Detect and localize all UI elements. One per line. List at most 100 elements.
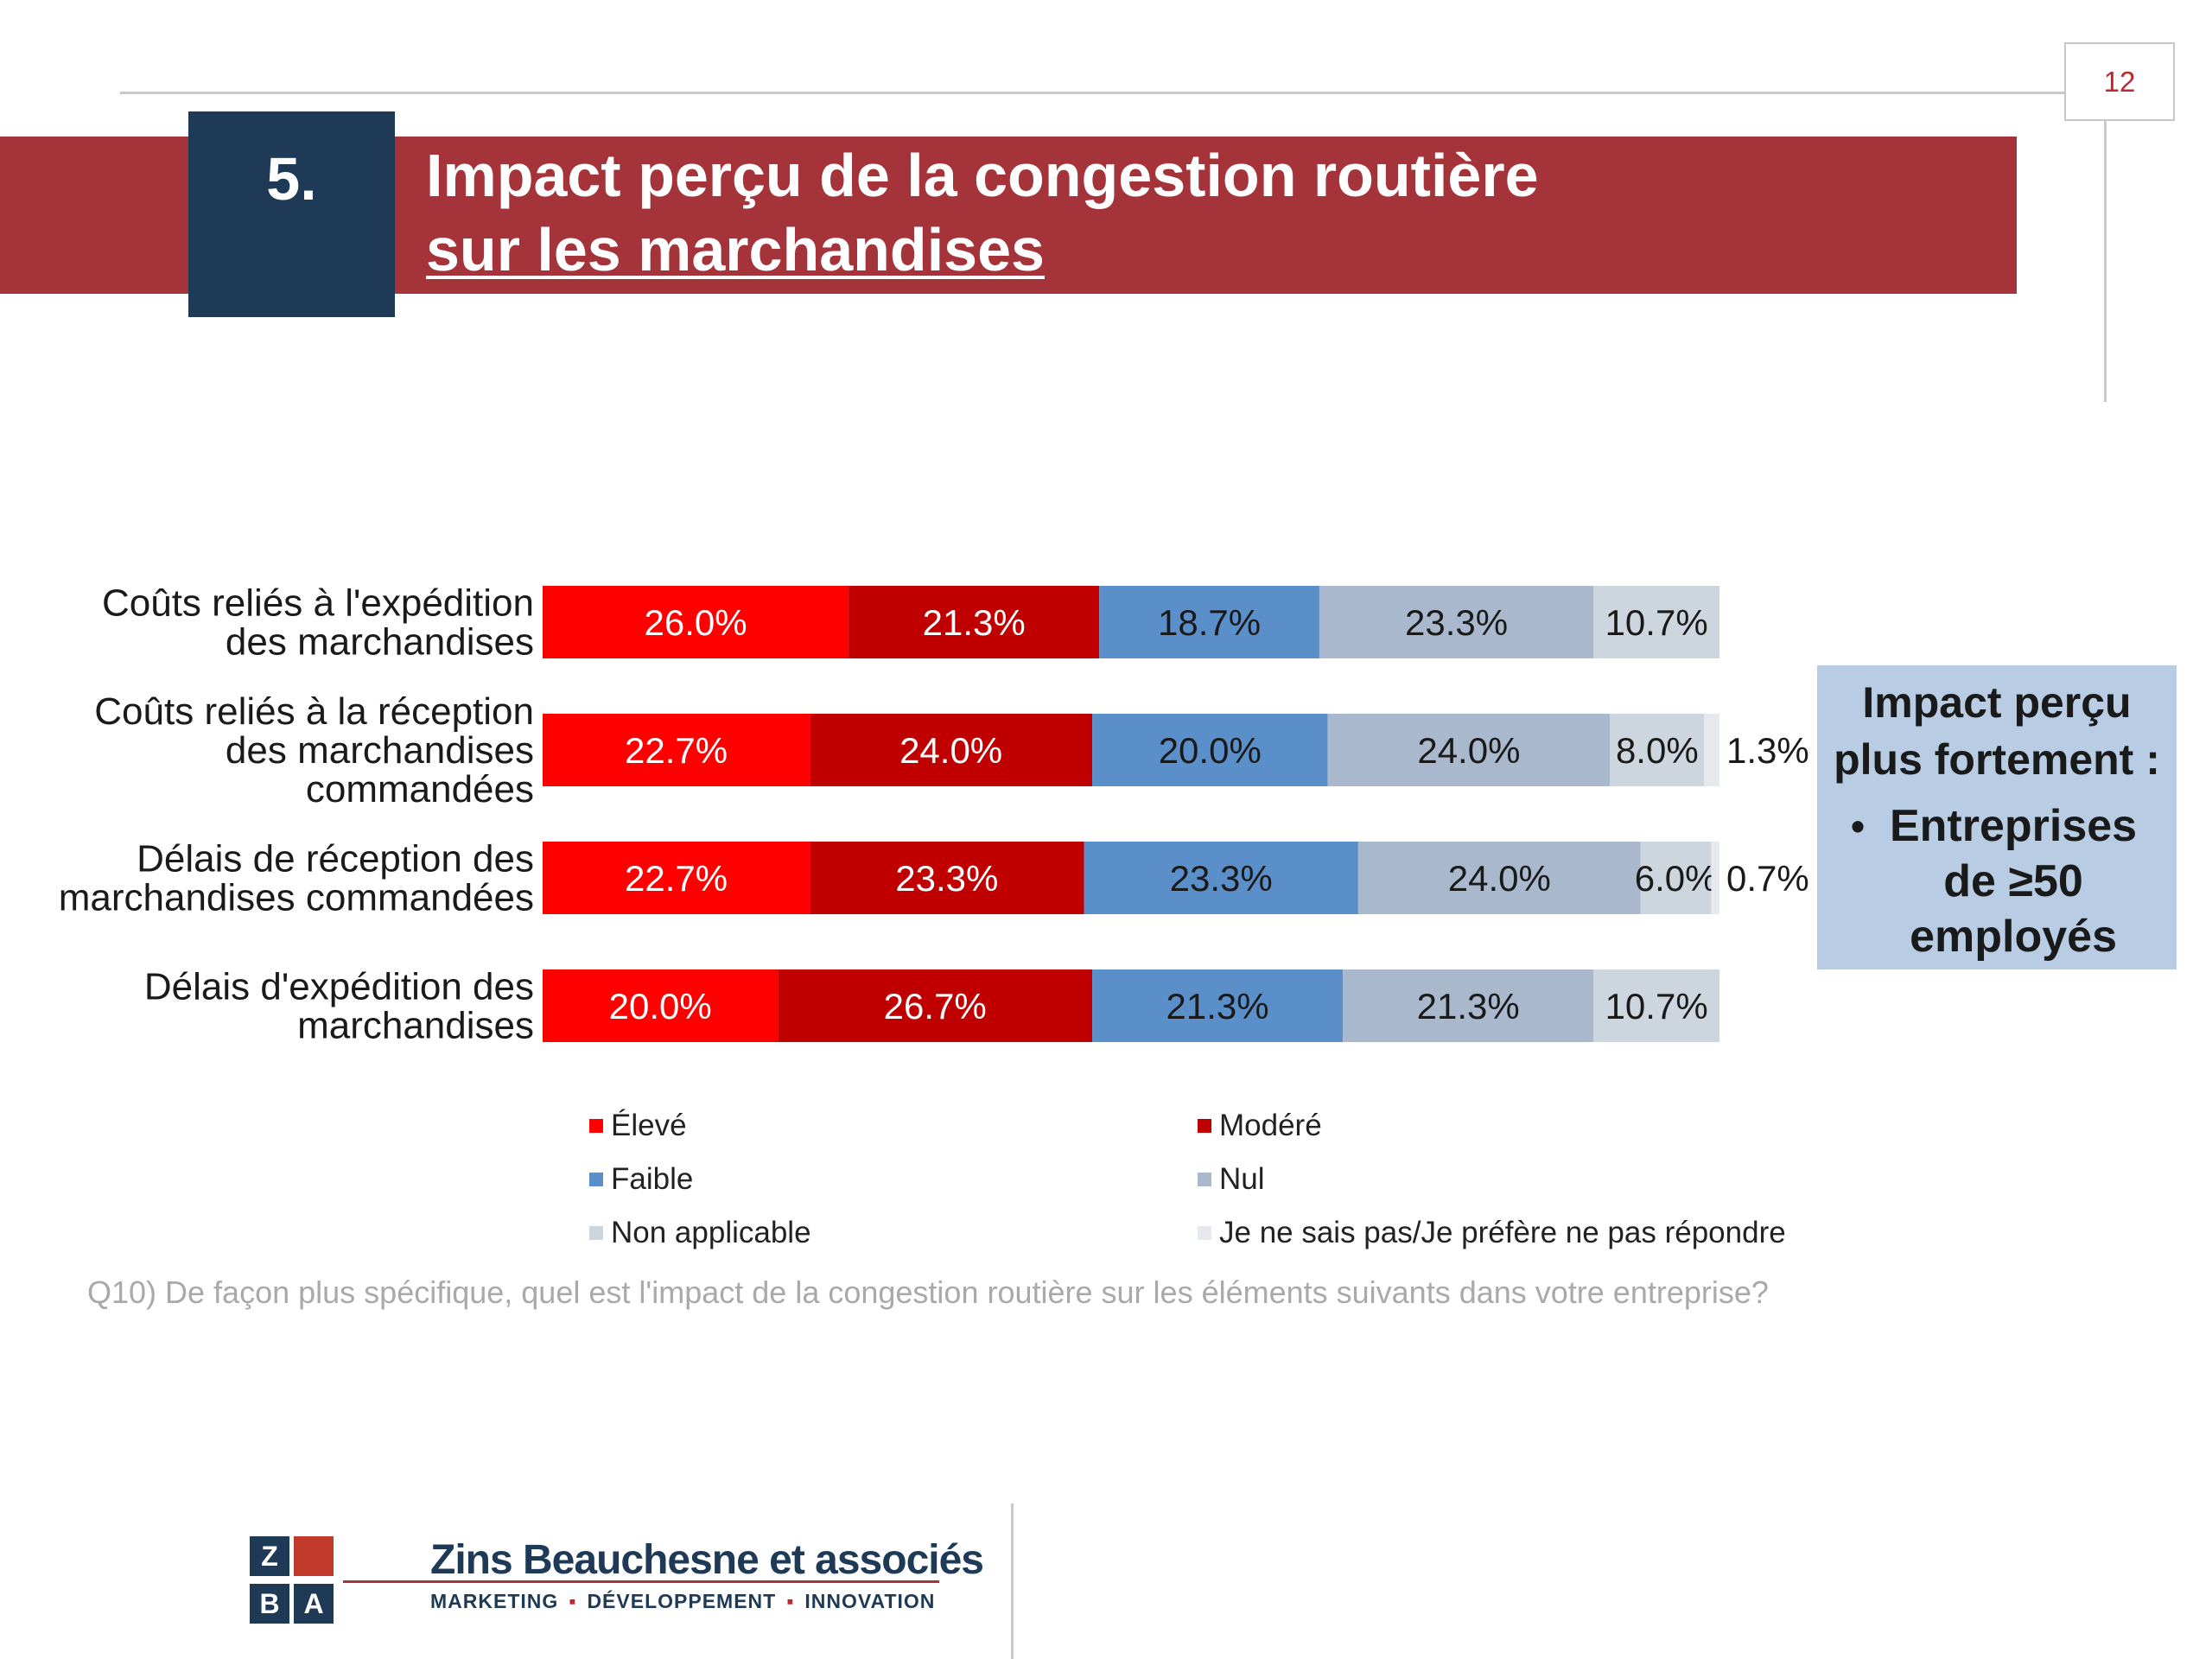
logo-tagline-1: MARKETING xyxy=(430,1590,559,1612)
page-title: Impact perçu de la congestion routière s… xyxy=(426,138,1539,287)
legend-swatch xyxy=(1198,1119,1211,1133)
bar-segment xyxy=(1327,714,1611,786)
bar-segment xyxy=(1357,842,1641,914)
logo-cell-red xyxy=(294,1536,334,1576)
logo-cell-a: A xyxy=(294,1584,334,1624)
legend-item-non-applicable: Non applicable xyxy=(589,1216,811,1250)
category-label: Délais d'expédition des xyxy=(144,966,534,1008)
data-label: 0.7% xyxy=(1726,858,1809,899)
category-label: Délais de réception des xyxy=(137,838,534,880)
data-label: 21.3% xyxy=(1417,986,1520,1027)
legend-label: Je ne sais pas/Je préfère ne pas répondr… xyxy=(1219,1216,1786,1249)
data-label: 6.0% xyxy=(1635,858,1718,899)
legend-swatch xyxy=(589,1173,603,1186)
logo-cell-z: Z xyxy=(250,1536,289,1576)
data-label: 21.3% xyxy=(1166,986,1269,1027)
legend-label: Modéré xyxy=(1219,1109,1322,1142)
data-label: 18.7% xyxy=(1158,602,1261,643)
page-number: 12 xyxy=(2064,42,2175,121)
logo-rule xyxy=(343,1580,939,1583)
callout-item: Entreprises de ≥50 employés xyxy=(1884,798,2143,964)
data-label: 10.7% xyxy=(1605,602,1708,643)
callout-item-line3: employés xyxy=(1910,912,2117,962)
data-label: 23.3% xyxy=(895,858,998,899)
data-label: 10.7% xyxy=(1605,986,1708,1027)
callout-title-line2: plus fortement : xyxy=(1834,735,2160,784)
callout-list: • Entreprises de ≥50 employés xyxy=(1817,798,2177,964)
bar-segment xyxy=(810,842,1084,914)
callout-title-line1: Impact perçu xyxy=(1862,678,2132,727)
bar-segment xyxy=(1640,842,1712,914)
data-label: 26.7% xyxy=(884,986,987,1027)
data-label: 8.0% xyxy=(1616,730,1699,771)
bar-segment xyxy=(543,714,810,786)
header-rule xyxy=(120,92,2064,94)
bar-segment xyxy=(1704,714,1719,786)
survey-question-note: Q10) De façon plus spécifique, quel est … xyxy=(87,1274,1769,1310)
bar-segment xyxy=(543,969,779,1042)
section-number: 5. xyxy=(188,111,395,317)
legend-item-ne-sais-pas: Je ne sais pas/Je préfère ne pas répondr… xyxy=(1198,1216,1786,1250)
category-label: Coûts reliés à l'expédition xyxy=(102,582,534,625)
category-label: marchandises xyxy=(297,1005,534,1047)
page-title-line1: Impact perçu de la congestion routière xyxy=(426,142,1539,209)
bar-segment xyxy=(1610,714,1705,786)
data-label: 23.3% xyxy=(1170,858,1273,899)
page-number-connector xyxy=(2104,121,2107,402)
page-title-line2: sur les marchandises xyxy=(426,216,1045,283)
bar-segment xyxy=(849,586,1100,658)
logo-tagline: MARKETING ▪ DÉVELOPPEMENT ▪ INNOVATION xyxy=(430,1590,936,1612)
logo-cell-b: B xyxy=(250,1584,289,1624)
data-label: 22.7% xyxy=(625,730,728,771)
category-label: marchandises commandées xyxy=(59,877,534,919)
legend-swatch xyxy=(589,1226,603,1240)
logo-tagline-3: INNOVATION xyxy=(804,1590,936,1612)
bar-segment xyxy=(1343,969,1594,1042)
bar-segment xyxy=(1593,586,1719,658)
callout-item-line2: de ≥50 xyxy=(1943,856,2083,906)
bar-segment xyxy=(1099,586,1319,658)
bar-segment xyxy=(810,714,1093,786)
legend-label: Élevé xyxy=(611,1109,687,1142)
data-label: 20.0% xyxy=(609,986,712,1027)
bar-segment xyxy=(1092,969,1344,1042)
legend-swatch xyxy=(1198,1226,1211,1240)
category-label: des marchandises xyxy=(226,621,534,664)
legend-item-modere: Modéré xyxy=(1198,1109,1322,1143)
data-label: 24.0% xyxy=(1417,730,1520,771)
bar-segment xyxy=(778,969,1093,1042)
bullet-icon: • xyxy=(1850,804,1866,849)
footer-divider xyxy=(1011,1503,1014,1659)
bar-segment xyxy=(1711,842,1719,914)
category-label: Coûts reliés à la réception xyxy=(94,690,534,733)
legend-item-faible: Faible xyxy=(589,1162,693,1197)
bar-segment xyxy=(543,842,810,914)
legend-item-nul: Nul xyxy=(1198,1162,1265,1197)
legend-label: Nul xyxy=(1219,1162,1265,1196)
logo-tagline-2: DÉVELOPPEMENT xyxy=(587,1590,777,1612)
data-label: 22.7% xyxy=(625,858,728,899)
bar-segment xyxy=(1084,842,1358,914)
data-label: 1.3% xyxy=(1726,730,1809,771)
data-label: 26.0% xyxy=(645,602,747,643)
category-label: commandées xyxy=(306,768,534,810)
bar-segment xyxy=(543,586,849,658)
company-logo: Z B A Zins Beauchesne et associés MARKET… xyxy=(250,1536,984,1624)
legend-item-eleve: Élevé xyxy=(589,1109,687,1143)
category-label: des marchandises xyxy=(226,729,534,772)
data-label: 24.0% xyxy=(899,730,1002,771)
data-label: 21.3% xyxy=(923,602,1026,643)
legend-label: Non applicable xyxy=(611,1216,811,1249)
legend-label: Faible xyxy=(611,1162,694,1196)
chart-legend: Élevé Modéré Faible Nul Non applicable J… xyxy=(589,1109,1885,1273)
bar-segment xyxy=(1319,586,1594,658)
data-label: 20.0% xyxy=(1159,730,1262,771)
bar-segment xyxy=(1593,969,1719,1042)
bar-segment xyxy=(1092,714,1328,786)
data-label: 24.0% xyxy=(1448,858,1551,899)
data-label: 23.3% xyxy=(1405,602,1508,643)
insight-callout: Impact perçu plus fortement : • Entrepri… xyxy=(1817,665,2177,969)
legend-swatch xyxy=(1198,1173,1211,1186)
callout-item-line1: Entreprises xyxy=(1889,801,2138,851)
